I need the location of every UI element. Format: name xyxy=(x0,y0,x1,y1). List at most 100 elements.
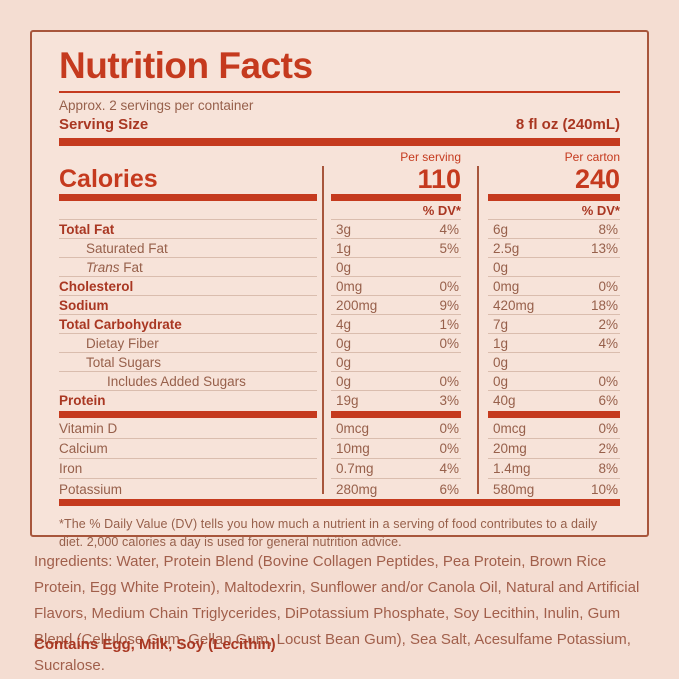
per-serving-amount: 19g xyxy=(336,393,359,408)
micronutrient-rows: Vitamin D 0mcg 0% 0mcg 0% Calcium 10mg 0… xyxy=(59,419,620,499)
per-carton-amount: 0g xyxy=(493,259,509,275)
per-serving-amount: 200mg xyxy=(336,297,378,313)
per-serving-amount: 280mg xyxy=(336,481,378,497)
daily-value-header-row: % DV* % DV* xyxy=(59,202,620,220)
per-serving-amount: 0mcg xyxy=(336,421,370,436)
nutrient-label: Calcium xyxy=(59,441,108,456)
servings-per-container: Approx. 2 servings per container xyxy=(59,98,254,113)
per-carton-dv: 8% xyxy=(598,461,618,476)
table-row: Iron 0.7mg 4% 1.4mg 8% xyxy=(59,459,620,479)
per-carton-dv: 0% xyxy=(598,373,618,389)
table-row: Calcium 10mg 0% 20mg 2% xyxy=(59,439,620,459)
per-carton-header: Per carton xyxy=(564,150,620,164)
per-serving-dv: 5% xyxy=(439,240,459,256)
table-row: Total Fat 3g 4% 6g 8% xyxy=(59,220,620,239)
allergen-contains-text: Contains Egg, Milk, Soy (Lecithin) xyxy=(34,636,276,653)
per-carton-amount: 420mg xyxy=(493,297,535,313)
per-serving-dv: 0% xyxy=(439,441,459,456)
nutrition-table: Per serving Per carton Calories 110 240 … xyxy=(59,149,620,506)
per-carton-dv: 6% xyxy=(598,393,618,408)
nutrient-label: Saturated Fat xyxy=(86,240,168,256)
nutrient-label: Total Carbohydrate xyxy=(59,316,182,332)
table-row: Includes Added Sugars 0g 0% 0g 0% xyxy=(59,372,620,391)
per-carton-amount: 1g xyxy=(493,335,509,351)
nutrient-label: Cholesterol xyxy=(59,278,134,294)
per-carton-amount: 0g xyxy=(493,354,509,370)
dv-header-carton: % DV* xyxy=(488,202,620,220)
daily-value-footnote: *The % Daily Value (DV) tells you how mu… xyxy=(59,517,598,550)
per-serving-amount: 0g xyxy=(336,259,352,275)
per-serving-amount: 1g xyxy=(336,240,352,256)
per-carton-dv: 0% xyxy=(598,421,618,436)
per-serving-dv: 0% xyxy=(439,335,459,351)
per-serving-dv: 4% xyxy=(439,461,459,476)
bottom-divider-bar xyxy=(59,499,620,506)
calories-per-serving: 110 xyxy=(417,163,461,194)
column-divider xyxy=(477,166,479,494)
nutrient-label: Trans Fat xyxy=(86,259,143,275)
nutrient-label: Vitamin D xyxy=(59,421,118,436)
per-serving-dv: 0% xyxy=(439,278,459,294)
table-row: Dietay Fiber 0g 0% 1g 4% xyxy=(59,334,620,353)
serving-size-row: Serving Size 8 fl oz (240mL) xyxy=(59,116,620,133)
per-serving-amount: 0mg xyxy=(336,278,363,294)
calories-underline-bars xyxy=(59,193,620,202)
per-carton-amount: 2.5g xyxy=(493,240,520,256)
table-row: Trans Fat 0g 0g xyxy=(59,258,620,277)
per-carton-amount: 0mg xyxy=(493,278,520,294)
page-title: Nutrition Facts xyxy=(59,45,313,86)
nutrient-label: Iron xyxy=(59,461,83,476)
per-serving-amount: 0g xyxy=(336,354,352,370)
serving-size-label: Serving Size xyxy=(59,116,149,133)
per-carton-amount: 0g xyxy=(493,373,509,389)
serving-size-value: 8 fl oz (240mL) xyxy=(515,116,620,133)
per-serving-amount: 0g xyxy=(336,373,352,389)
per-serving-amount: 10mg xyxy=(336,441,370,456)
table-row: Protein 19g 3% 40g 6% xyxy=(59,391,620,410)
per-carton-amount: 20mg xyxy=(493,441,527,456)
per-carton-dv: 13% xyxy=(590,240,618,256)
nutrient-label: Dietay Fiber xyxy=(86,335,159,351)
table-row: Total Sugars 0g 0g xyxy=(59,353,620,372)
dv-header-serving: % DV* xyxy=(331,202,461,220)
nutrient-label: Total Fat xyxy=(59,221,115,237)
table-row: Vitamin D 0mcg 0% 0mcg 0% xyxy=(59,419,620,439)
per-carton-dv: 0% xyxy=(598,278,618,294)
per-carton-amount: 1.4mg xyxy=(493,461,531,476)
per-carton-dv: 10% xyxy=(590,481,618,497)
title-divider xyxy=(59,91,620,93)
nutrient-label: Includes Added Sugars xyxy=(107,373,246,389)
calories-row: Calories 110 240 xyxy=(59,163,620,194)
table-row: Potassium 280mg 6% 580mg 10% xyxy=(59,479,620,499)
nutrient-label: Total Sugars xyxy=(86,354,162,370)
table-row: Cholesterol 0mg 0% 0mg 0% xyxy=(59,277,620,296)
per-serving-header: Per serving xyxy=(400,150,461,164)
section-divider-bar xyxy=(59,138,620,146)
calories-label: Calories xyxy=(59,164,158,193)
per-serving-amount: 4g xyxy=(336,316,352,332)
column-headers-row: Per serving Per carton xyxy=(59,149,620,165)
nutrition-facts-panel: Nutrition Facts Approx. 2 servings per c… xyxy=(30,30,649,549)
ingredients-text: Ingredients: Water, Protein Blend (Bovin… xyxy=(34,553,640,674)
per-serving-dv: 6% xyxy=(439,481,459,497)
per-carton-amount: 6g xyxy=(493,221,509,237)
per-carton-amount: 40g xyxy=(493,393,516,408)
protein-underline-bars xyxy=(59,410,620,419)
table-row: Total Carbohydrate 4g 1% 7g 2% xyxy=(59,315,620,334)
per-carton-dv: 8% xyxy=(598,221,618,237)
per-serving-amount: 0.7mg xyxy=(336,461,374,476)
per-serving-dv: 9% xyxy=(439,297,459,313)
nutrient-label: Potassium xyxy=(59,481,123,497)
nutrient-label: Protein xyxy=(59,393,106,408)
per-carton-amount: 7g xyxy=(493,316,509,332)
per-carton-dv: 18% xyxy=(590,297,618,313)
per-serving-dv: 0% xyxy=(439,373,459,389)
nutrient-rows: Total Fat 3g 4% 6g 8% Saturated Fat 1g 5… xyxy=(59,220,620,410)
per-carton-dv: 2% xyxy=(598,316,618,332)
per-serving-dv: 4% xyxy=(439,221,459,237)
per-carton-dv: 2% xyxy=(598,441,618,456)
table-row: Sodium 200mg 9% 420mg 18% xyxy=(59,296,620,315)
column-divider xyxy=(322,166,324,494)
nutrient-label: Sodium xyxy=(59,297,109,313)
per-carton-dv: 4% xyxy=(598,335,618,351)
